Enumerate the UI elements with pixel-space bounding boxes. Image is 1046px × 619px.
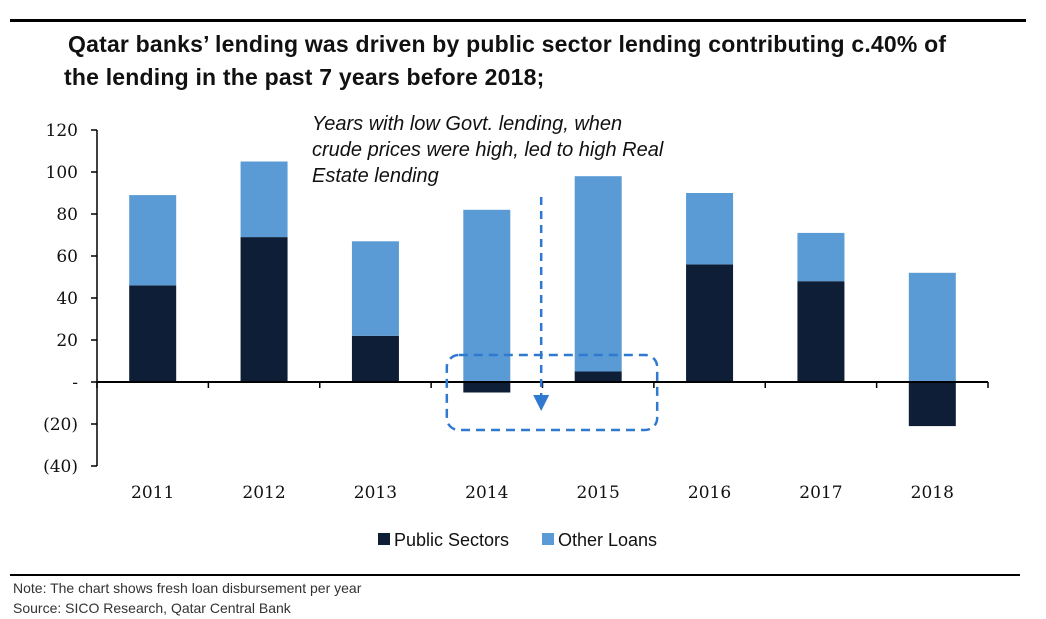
bar-chart: 120 100 80 60 40 20 - (20) (40) 2011 2012 2013 2014 2… [43,113,989,550]
y-tick-label: 120 [46,121,78,141]
bar-public-sectors-2011 [129,285,177,382]
y-tick-label: 60 [56,247,78,267]
bar-public-sectors-2016 [686,264,734,382]
x-tick-label: 2018 [911,483,954,503]
bar-public-sectors-2018 [908,382,956,427]
annotation-text-line: crude prices were high, led to high Real [312,139,664,161]
x-tick-label: 2015 [577,483,620,503]
x-tick-label: 2012 [242,483,285,503]
annotation-arrowhead [533,395,550,411]
y-tick-label: 20 [56,331,78,351]
bottom-rule [10,574,1020,576]
bar-public-sectors-2014 [463,382,511,393]
bar-public-sectors-2013 [351,335,399,382]
bar-other-loans-2013 [351,241,399,336]
x-tick-label: 2016 [688,483,731,503]
x-tick-label: 2013 [354,483,397,503]
source-note: Source: SICO Research, Qatar Central Ban… [13,600,291,616]
highlight-box-2014-2015 [445,353,659,432]
bar-other-loans-2018 [908,272,956,382]
bar-public-sectors-2017 [797,281,845,382]
annotation-text-line: Years with low Govt. lending, when [312,113,622,135]
title-line-2: the lending in the past 7 years before 2… [64,64,545,90]
y-tick-label: 40 [56,289,78,309]
y-tick-label: (40) [43,457,78,477]
bar-public-sectors-2015 [574,371,622,382]
annotation-text-line: Estate lending [312,165,439,187]
footnote: Note: The chart shows fresh loan disburs… [13,580,362,596]
x-tick-label: 2017 [799,483,842,503]
bar-other-loans-2011 [129,195,177,286]
bar-other-loans-2017 [797,232,845,282]
bar-other-loans-2012 [240,161,288,238]
legend-label-public-sectors: Public Sectors [394,530,509,550]
top-rule [10,19,1026,22]
x-tick-label: 2014 [465,483,508,503]
y-tick-label: - [72,373,78,393]
title-line-1: Qatar banks’ lending was driven by publi… [68,31,947,57]
y-tick-label: 80 [56,205,78,225]
bar-other-loans-2015 [574,176,622,372]
legend-swatch-other-loans [542,533,554,545]
bar-other-loans-2016 [686,193,734,265]
legend-swatch-public-sectors [378,533,390,545]
x-tick-label: 2011 [131,483,174,503]
bar-other-loans-2014 [463,209,511,382]
y-tick-label: 100 [46,163,78,183]
legend-label-other-loans: Other Loans [558,530,657,550]
y-tick-label: (20) [43,415,78,435]
bar-public-sectors-2012 [240,237,288,382]
chart-title: Qatar banks’ lending was driven by publi… [64,28,994,94]
